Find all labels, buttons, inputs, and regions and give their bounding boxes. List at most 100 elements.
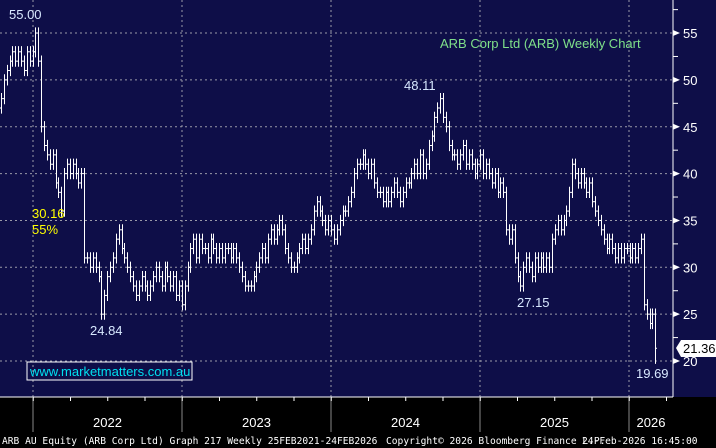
ohlc-bar (118, 224, 121, 245)
ohlc-bar (327, 214, 330, 236)
ohlc-bar (413, 158, 416, 180)
ohlc-bar (445, 111, 448, 133)
ohlc-bar (37, 27, 40, 67)
ohlc-bar (20, 46, 23, 67)
ohlc-bar (459, 149, 462, 170)
y-tick-marker (673, 76, 680, 83)
ohlc-bar (290, 252, 293, 273)
ohlc-bar (14, 46, 17, 67)
ohlc-bar (347, 196, 350, 217)
ohlc-bar (284, 224, 287, 255)
ohlc-bar (505, 186, 508, 236)
x-axis: 2022 2023 2024 2025 2026 (32, 397, 667, 432)
x-tick-label: 2026 (637, 415, 666, 430)
ohlc-bar (637, 242, 640, 264)
ohlc-bar (514, 224, 517, 264)
ohlc-bar (560, 214, 563, 236)
ohlc-bar (152, 271, 155, 292)
ohlc-bar (356, 158, 359, 180)
ohlc-bar (26, 46, 29, 77)
y-tick-label: 50 (683, 73, 697, 88)
ohlc-bar (238, 252, 241, 273)
ohlc-bar (261, 242, 264, 264)
footer-timestamp: 24-Feb-2026 16:45:00 (582, 436, 698, 447)
x-tick-label: 2023 (242, 415, 271, 430)
ohlc-bar (17, 46, 20, 67)
ohlc-bar (72, 158, 75, 180)
y-tick-marker (673, 30, 680, 37)
ohlc-bar (86, 252, 89, 264)
ohlc-bar (439, 93, 442, 114)
ohlc-bar (651, 308, 654, 330)
ohlc-bar (80, 167, 83, 189)
ohlc-bar (643, 233, 646, 311)
ohlc-bar (531, 261, 534, 283)
ohlc-bar (603, 224, 606, 245)
ohlc-bar (235, 242, 238, 264)
ohlc-bar (482, 149, 485, 180)
ohlc-bar (382, 186, 385, 208)
y-tick-label: 25 (683, 307, 697, 322)
ohlc-bar (204, 242, 207, 255)
ohlc-bar (433, 111, 436, 142)
ohlc-bar (571, 158, 574, 198)
annotation-low-27-15: 27.15 (517, 295, 550, 310)
ohlc-bar (255, 261, 258, 283)
y-tick-label: 40 (683, 167, 697, 182)
ohlc-bar (479, 149, 482, 170)
ohlc-bar (324, 214, 327, 236)
plot-background (0, 0, 716, 397)
ohlc-bar (267, 233, 270, 264)
ohlc-bar (502, 177, 505, 198)
ohlc-bar (330, 214, 333, 236)
ohlc-bar (100, 271, 103, 320)
ohlc-bar (6, 64, 9, 86)
svg-text:www.marketmatters.com.au: www.marketmatters.com.au (29, 364, 190, 379)
ohlc-bar (456, 149, 459, 170)
ohlc-bar (551, 233, 554, 273)
ohlc-bar (468, 149, 471, 170)
svg-text:21.36: 21.36 (683, 341, 716, 356)
ohlc-bar (310, 224, 313, 245)
annotation-high-55: 55.00 (9, 7, 42, 22)
ohlc-bar (0, 93, 3, 114)
ohlc-bar (367, 158, 370, 180)
ohlc-bar (132, 271, 135, 292)
ohlc-bar (123, 242, 126, 264)
ohlc-bar (146, 280, 149, 302)
ohlc-bar (77, 167, 80, 189)
ohlc-bar (568, 186, 571, 217)
ohlc-bar (634, 242, 637, 264)
ohlc-bar (623, 242, 626, 264)
ohlc-bar (416, 158, 419, 180)
ohlc-bar (212, 233, 215, 255)
ohlc-bar (600, 214, 603, 236)
y-tick-label: 30 (683, 260, 697, 275)
y-tick-marker (673, 264, 680, 271)
ohlc-bar (166, 261, 169, 283)
ohlc-bar (333, 224, 336, 245)
ohlc-bar (620, 242, 623, 264)
x-tick-label: 2022 (93, 415, 122, 430)
y-tick-marker (673, 311, 680, 318)
ohlc-bar (227, 242, 230, 255)
ohlc-bar (631, 242, 634, 264)
ohlc-bar (307, 233, 310, 255)
ohlc-bar (189, 242, 192, 273)
ohlc-bar (428, 139, 431, 170)
ohlc-bar (316, 196, 319, 217)
ohlc-bar (608, 233, 611, 255)
watermark: www.marketmatters.com.au (26, 361, 193, 381)
ohlc-bar (499, 177, 502, 198)
ohlc-bar (23, 55, 26, 77)
ohlc-bar (172, 271, 175, 292)
ohlc-bar (106, 271, 109, 302)
ohlc-bar (557, 214, 560, 236)
ohlc-bar (141, 271, 144, 292)
ohlc-bar (585, 177, 588, 198)
price-bars (0, 27, 657, 364)
ohlc-bar (63, 167, 66, 217)
ohlc-bar (534, 252, 537, 283)
ohlc-bar (321, 205, 324, 227)
y-tick-marker (673, 358, 680, 364)
